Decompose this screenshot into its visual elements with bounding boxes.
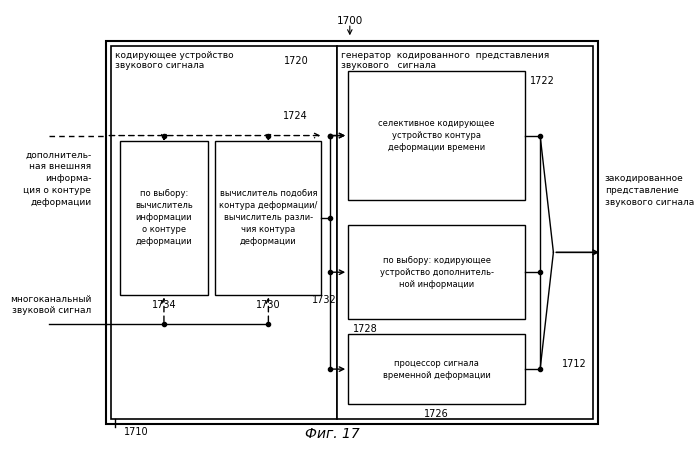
Bar: [120, 140, 208, 295]
Text: 1722: 1722: [529, 76, 554, 86]
Text: 1724: 1724: [284, 111, 308, 121]
Text: генератор  кодированного  представления
звукового   сигнала: генератор кодированного представления зв…: [341, 51, 550, 71]
Text: дополнитель-
ная внешняя
информа-
ция о контуре
деформации: дополнитель- ная внешняя информа- ция о …: [24, 150, 92, 207]
Text: по выбору:
вычислитель
информации
о контуре
деформации: по выбору: вычислитель информации о конт…: [135, 189, 192, 246]
Text: 1730: 1730: [256, 300, 281, 310]
Bar: [348, 334, 525, 404]
Text: 1732: 1732: [312, 295, 337, 305]
Text: 1728: 1728: [353, 324, 377, 334]
Text: 1720: 1720: [284, 56, 309, 66]
Bar: [216, 140, 321, 295]
Text: селективное кодирующее
устройство контура
деформации времени: селективное кодирующее устройство контур…: [378, 119, 495, 152]
Text: 1726: 1726: [424, 409, 449, 419]
Text: 1710: 1710: [124, 427, 148, 437]
Text: вычислитель подобия
контура деформации/
вычислитель разли-
чия контура
деформаци: вычислитель подобия контура деформации/ …: [219, 189, 318, 246]
Text: многоканальный
звуковой сигнал: многоканальный звуковой сигнал: [10, 295, 92, 315]
Text: кодирующее устройство
звукового сигнала: кодирующее устройство звукового сигнала: [116, 51, 234, 71]
Bar: [337, 46, 593, 419]
Bar: [348, 71, 525, 200]
Bar: [106, 41, 598, 424]
Bar: [348, 225, 525, 320]
Text: по выбору: кодирующее
устройство дополнитель-
ной информации: по выбору: кодирующее устройство дополни…: [379, 256, 494, 288]
Text: 1712: 1712: [562, 359, 587, 369]
Text: 1700: 1700: [337, 16, 363, 26]
Text: 1734: 1734: [152, 300, 176, 310]
Bar: [111, 46, 337, 419]
Text: Фиг. 17: Фиг. 17: [304, 427, 360, 441]
Text: закодированное
представление
звукового сигнала: закодированное представление звукового с…: [605, 174, 694, 207]
Text: процессор сигнала
временной деформации: процессор сигнала временной деформации: [383, 359, 491, 379]
